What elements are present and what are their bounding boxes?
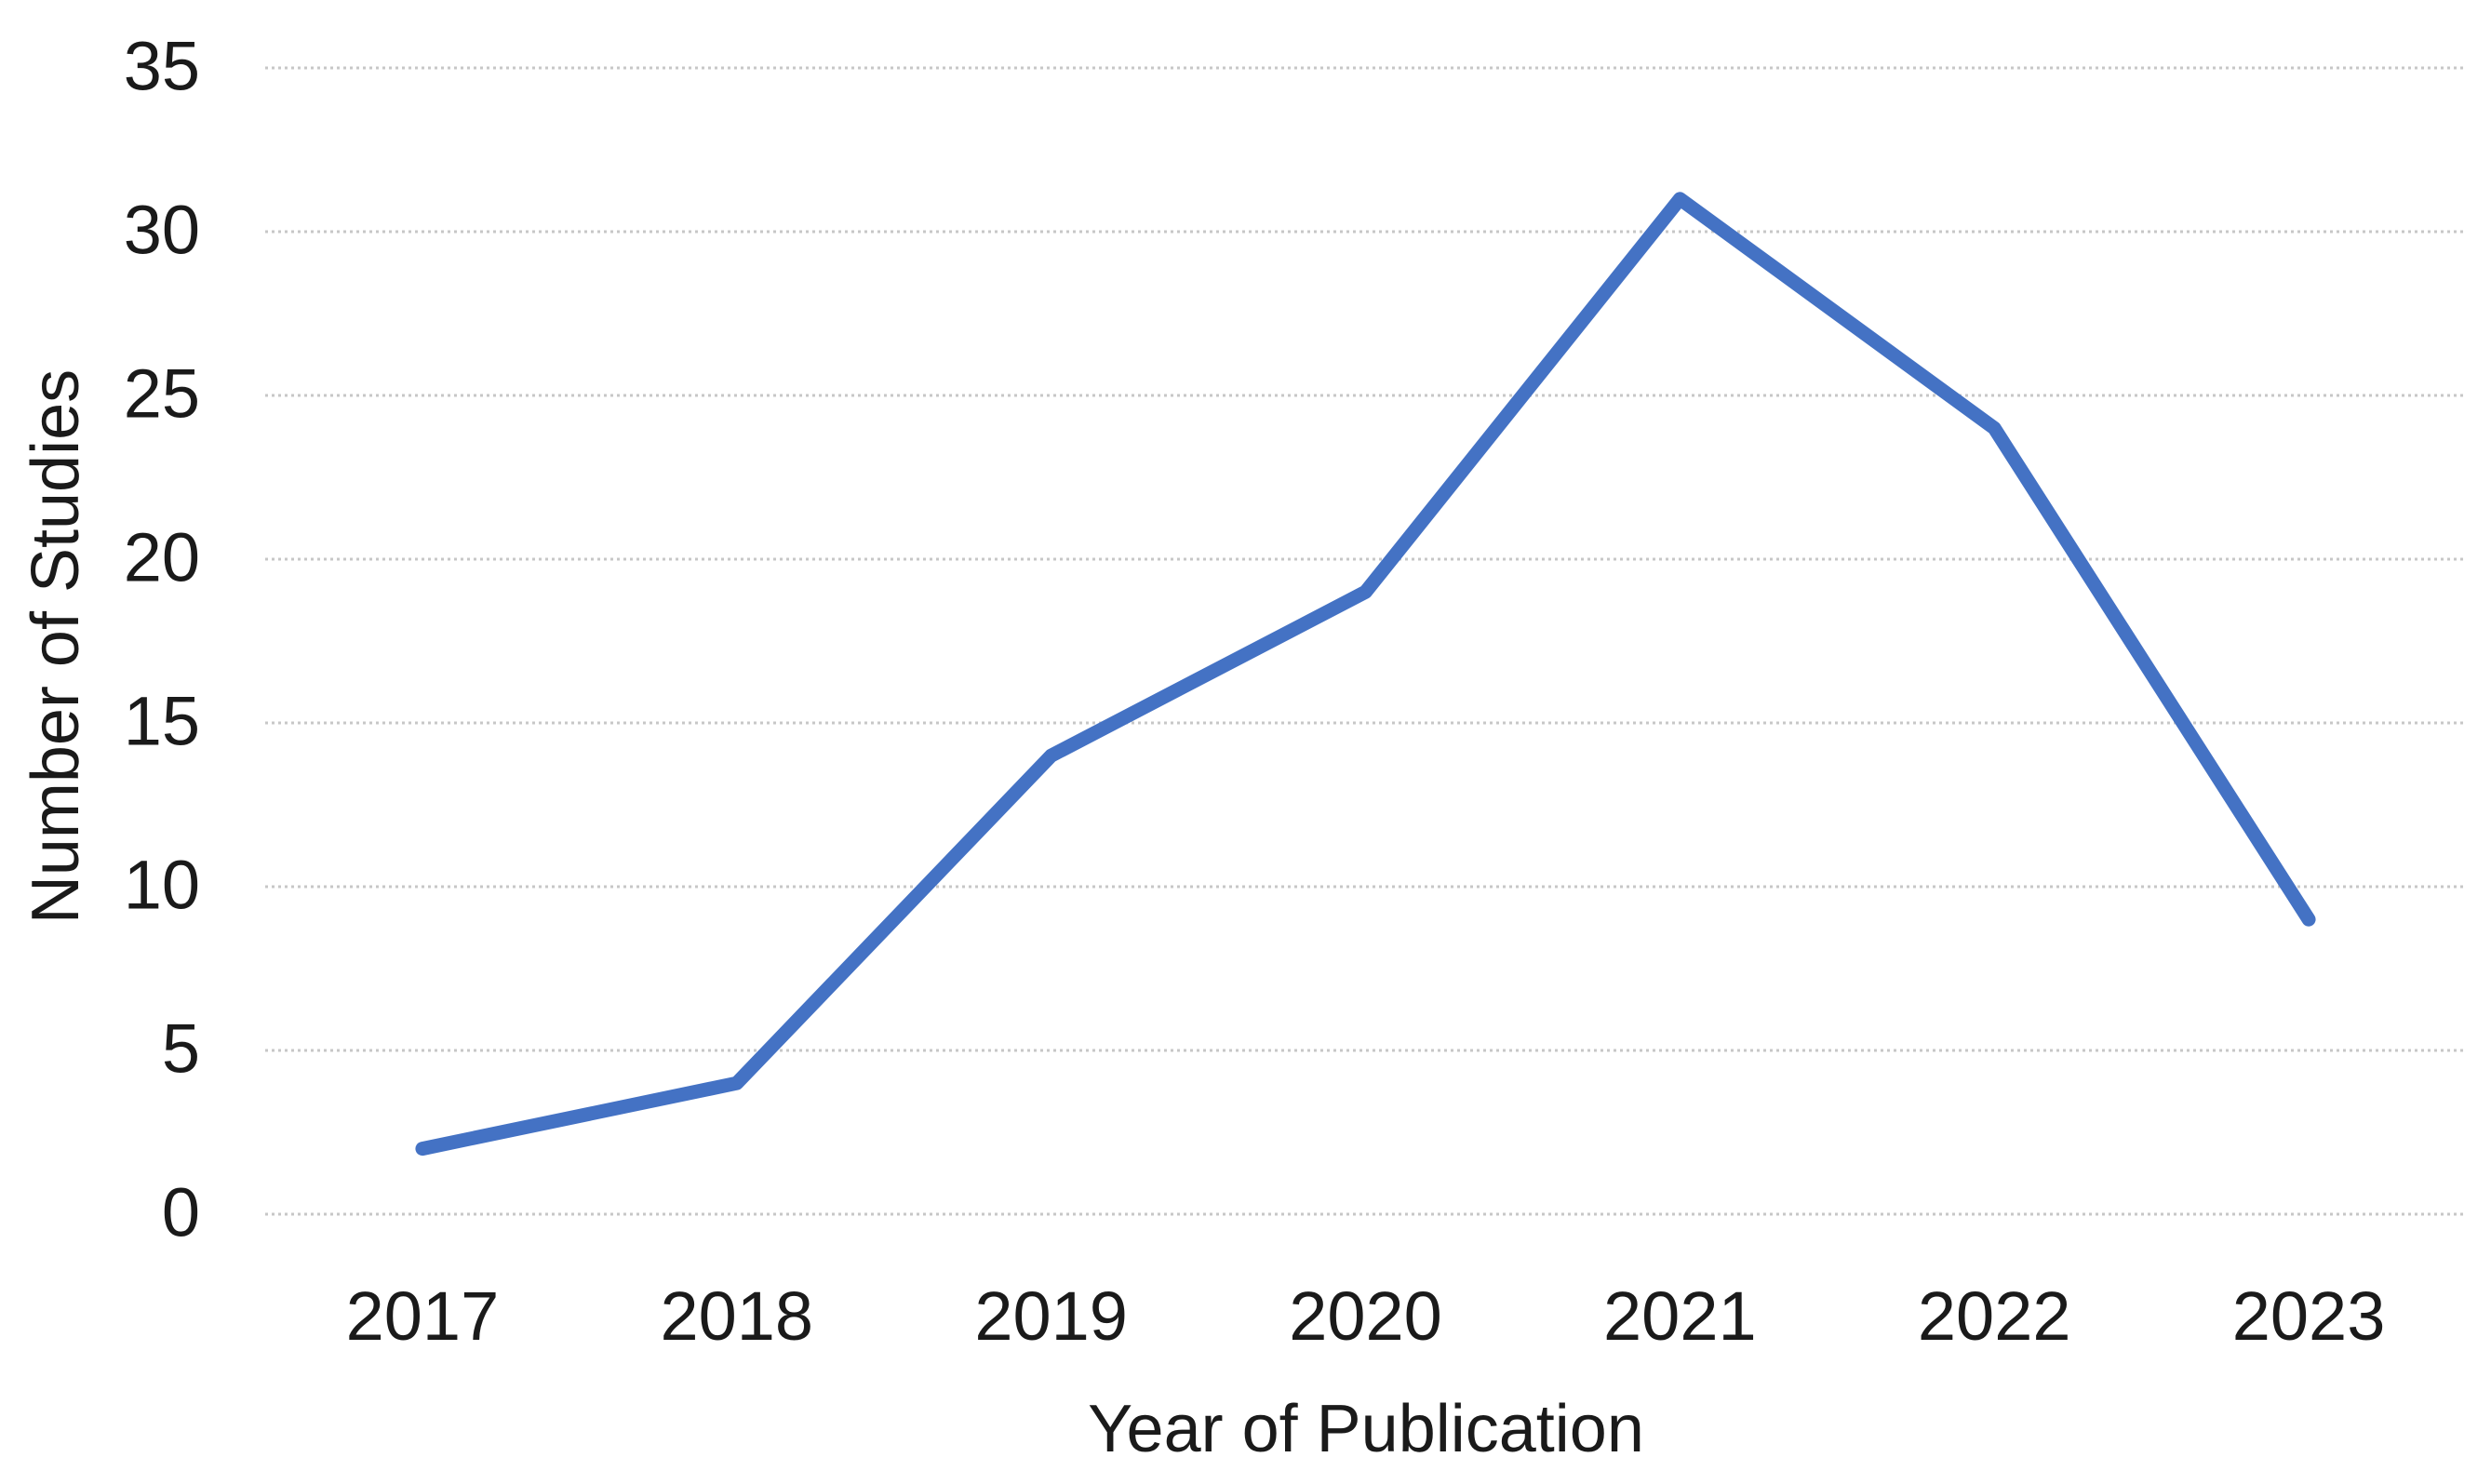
y-tick-label: 25 [123, 354, 200, 433]
y-tick-label: 0 [161, 1173, 200, 1251]
y-tick-label: 20 [123, 518, 200, 596]
x-axis-title: Year of Publication [1088, 1392, 1644, 1466]
y-tick-label: 5 [161, 1009, 200, 1088]
y-tick-label: 35 [123, 27, 200, 105]
x-tick-label: 2019 [974, 1277, 1128, 1355]
x-tick-label: 2020 [1289, 1277, 1442, 1355]
x-tick-label: 2021 [1603, 1277, 1757, 1355]
y-tick-label: 30 [123, 191, 200, 269]
y-tick-label: 15 [123, 682, 200, 760]
data-line [415, 192, 2316, 1156]
y-axis-title: Number of Studies [19, 368, 93, 925]
x-tick-label: 2022 [1917, 1277, 2071, 1355]
x-tick-label: 2023 [2231, 1277, 2386, 1355]
y-tick-label: 10 [123, 846, 200, 924]
y-axis-tick-labels: 0 5 10 15 20 25 30 35 [0, 0, 200, 1484]
x-tick-label: 2017 [345, 1277, 500, 1355]
x-tick-label: 2018 [660, 1277, 814, 1355]
